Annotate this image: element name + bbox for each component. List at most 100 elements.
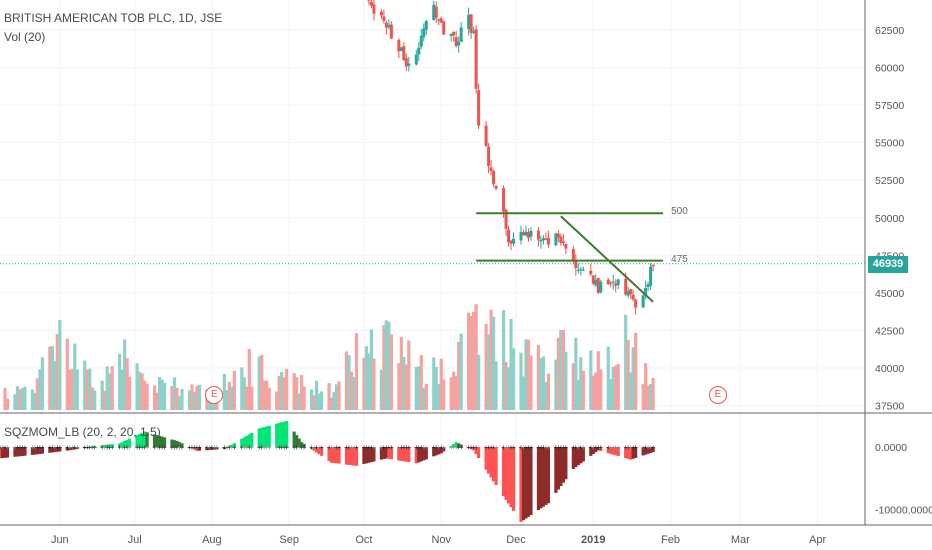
- momentum-bar: [362, 447, 366, 464]
- momentum-bar: [457, 443, 461, 448]
- momentum-bar: [275, 423, 279, 448]
- volume-bar: [364, 346, 369, 410]
- momentum-bar: [397, 447, 401, 461]
- candle-body: [442, 21, 446, 35]
- momentum-bar: [128, 438, 132, 448]
- momentum-bar: [157, 435, 162, 448]
- momentum-bar: [369, 447, 374, 463]
- time-axis-label: Jul: [128, 534, 142, 546]
- squeeze-dot: +: [195, 443, 200, 452]
- volume-legend[interactable]: Vol (20): [4, 30, 46, 44]
- volume-bar: [180, 388, 184, 410]
- volume-bar: [509, 319, 513, 410]
- candle-body: [634, 299, 638, 308]
- volume-bar: [457, 341, 461, 410]
- momentum-bar: [594, 447, 598, 453]
- volume-bar: [88, 368, 92, 410]
- volume-bar: [611, 366, 615, 410]
- momentum-bar: [295, 435, 299, 448]
- squeeze-dot: +: [67, 443, 72, 452]
- volume-bar: [242, 377, 246, 410]
- momentum-bar: [596, 447, 600, 451]
- momentum-bar: [491, 447, 496, 482]
- volume-bar: [389, 334, 393, 410]
- momentum-bar: [454, 442, 458, 448]
- momentum-bar: [634, 447, 638, 458]
- momentum-bar: [419, 447, 423, 462]
- momentum-bar: [486, 447, 491, 474]
- squeeze-dot: +: [648, 443, 653, 452]
- squeeze-dot: +: [606, 443, 611, 452]
- squeeze-dot: +: [177, 443, 182, 452]
- volume-bar: [469, 316, 473, 410]
- momentum-bar: [389, 447, 393, 460]
- earnings-marker[interactable]: E: [708, 386, 727, 404]
- drawings[interactable]: [476, 212, 664, 303]
- volume-bar: [282, 377, 286, 410]
- squeeze-dot: +: [312, 443, 317, 452]
- momentum-bar: [442, 447, 446, 452]
- volume-bar: [197, 384, 202, 410]
- volume-bar: [105, 366, 109, 410]
- momentum-bar: [579, 447, 583, 464]
- candle-body: [651, 264, 655, 267]
- squeeze-dot: +: [244, 443, 249, 452]
- momentum-bar: [347, 447, 351, 465]
- earnings-marker[interactable]: E: [205, 386, 224, 404]
- squeeze-dot: +: [57, 443, 62, 452]
- momentum-bar: [452, 444, 456, 448]
- momentum-bar: [554, 447, 558, 493]
- squeeze-dot: +: [573, 443, 578, 452]
- volume-bar: [624, 314, 628, 410]
- momentum-bar: [609, 447, 613, 454]
- volume-bar: [571, 363, 575, 410]
- squeeze-dot: +: [309, 443, 314, 452]
- candle-body: [494, 186, 498, 189]
- squeeze-dot: +: [215, 443, 220, 452]
- momentum-axis-label: -10000.0000: [875, 504, 932, 516]
- momentum-bar: [432, 447, 436, 457]
- squeeze-dot: +: [524, 443, 529, 452]
- candle-body: [544, 238, 548, 240]
- momentum-bar: [70, 447, 74, 450]
- volume-bar: [432, 357, 436, 410]
- candle-body: [611, 281, 615, 283]
- candle-body: [536, 230, 540, 240]
- volume-bar: [504, 362, 508, 410]
- squeeze-dot: +: [424, 443, 429, 452]
- price-axis-label: 55000: [875, 138, 904, 150]
- momentum-bar: [40, 447, 44, 454]
- candle-body: [467, 14, 471, 29]
- volume-bar: [467, 312, 471, 410]
- momentum-bar: [649, 447, 653, 453]
- momentum-bar: [140, 432, 144, 448]
- symbol-legend[interactable]: BRITISH AMERICAN TOB PLC, 1D, JSE: [4, 11, 223, 25]
- squeeze-dot: +: [0, 443, 5, 452]
- momentum-bar: [85, 447, 89, 449]
- momentum-bar: [646, 447, 650, 454]
- indicator-legend[interactable]: SQZMOM_LB (20, 2, 20, 1.5): [4, 425, 161, 439]
- squeeze-dot: +: [646, 443, 651, 452]
- volume-bar: [474, 304, 478, 410]
- candle-body: [574, 259, 578, 269]
- squeeze-dot: +: [87, 443, 92, 452]
- candle-body: [526, 232, 530, 238]
- candle-body: [646, 284, 650, 288]
- volume-bar: [118, 353, 122, 410]
- squeeze-dot: +: [466, 443, 471, 452]
- candle-body: [589, 270, 593, 275]
- squeeze-dot: +: [259, 443, 264, 452]
- volume-bar: [521, 376, 526, 410]
- momentum-bar: [529, 447, 533, 516]
- squeeze-dot: +: [454, 443, 459, 452]
- momentum-bar: [541, 447, 546, 507]
- candle-body: [484, 125, 488, 147]
- squeeze-dot: +: [401, 443, 406, 452]
- squeeze-dot: +: [277, 443, 282, 452]
- volume-bar: [300, 375, 304, 410]
- volume-bar: [554, 359, 558, 410]
- volume-bar: [574, 337, 578, 410]
- volume-bar: [646, 385, 650, 410]
